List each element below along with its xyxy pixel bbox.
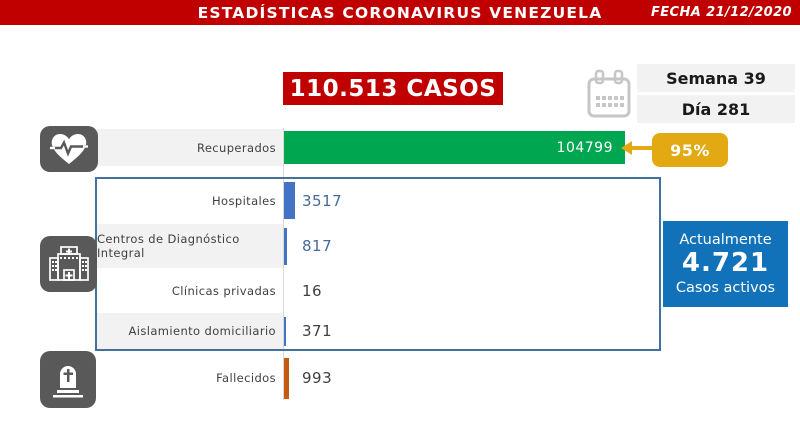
week-label: Semana 39 (666, 68, 766, 88)
bar-fallecidos (284, 358, 289, 399)
heart-pulse-icon (40, 126, 98, 172)
row-label-fallecidos: Fallecidos (216, 370, 276, 385)
recovered-value: 104799 (556, 139, 613, 156)
active-box-value: 4.721 (681, 248, 770, 279)
recovered-bar: 104799 (284, 131, 625, 164)
percent-arrow-line (631, 146, 657, 150)
row-label-hospitales: Hospitales (212, 193, 276, 208)
value-cdi: 817 (302, 237, 333, 255)
recovered-percent-badge: 95% (652, 133, 728, 167)
recovered-label: Recuperados (97, 129, 283, 166)
chart-axis-line (283, 128, 284, 400)
active-cases-box: Actualmente 4.721 Casos activos (663, 221, 788, 307)
day-label: Día 281 (681, 99, 751, 119)
row-label-aislamiento: Aislamiento domiciliario (97, 313, 283, 349)
value-fallecidos: 993 (302, 368, 333, 387)
header-date: FECHA 21/12/2020 (650, 5, 792, 20)
header-bar: ESTADÍSTICAS CORONAVIRUS VENEZUELA FECHA… (0, 0, 800, 25)
active-box-subtitle: Casos activos (675, 279, 776, 296)
percent-arrow-icon (621, 141, 632, 155)
total-cases-value: 110.513 CASOS (289, 75, 497, 102)
page-title: ESTADÍSTICAS CORONAVIRUS VENEZUELA (197, 3, 603, 22)
total-cases-box: 110.513 CASOS (283, 72, 503, 105)
row-label-clinicas: Clínicas privadas (171, 283, 276, 298)
hospital-building-icon (40, 236, 97, 292)
recovered-percent-value: 95% (670, 140, 710, 160)
day-badge: Día 281 (637, 95, 795, 123)
active-box-title: Actualmente (679, 232, 772, 249)
calendar-icon (585, 68, 633, 122)
tombstone-icon (40, 351, 96, 408)
value-hospitales: 3517 (302, 191, 343, 210)
bar-aislamiento (284, 317, 286, 346)
value-clinicas: 16 (302, 281, 323, 300)
row-label-cdi: Centros de Diagnóstico Integral (97, 224, 283, 268)
week-badge: Semana 39 (637, 64, 795, 92)
bar-hospitales (284, 182, 295, 219)
bar-cdi (284, 228, 287, 265)
value-aislamiento: 371 (302, 322, 333, 340)
